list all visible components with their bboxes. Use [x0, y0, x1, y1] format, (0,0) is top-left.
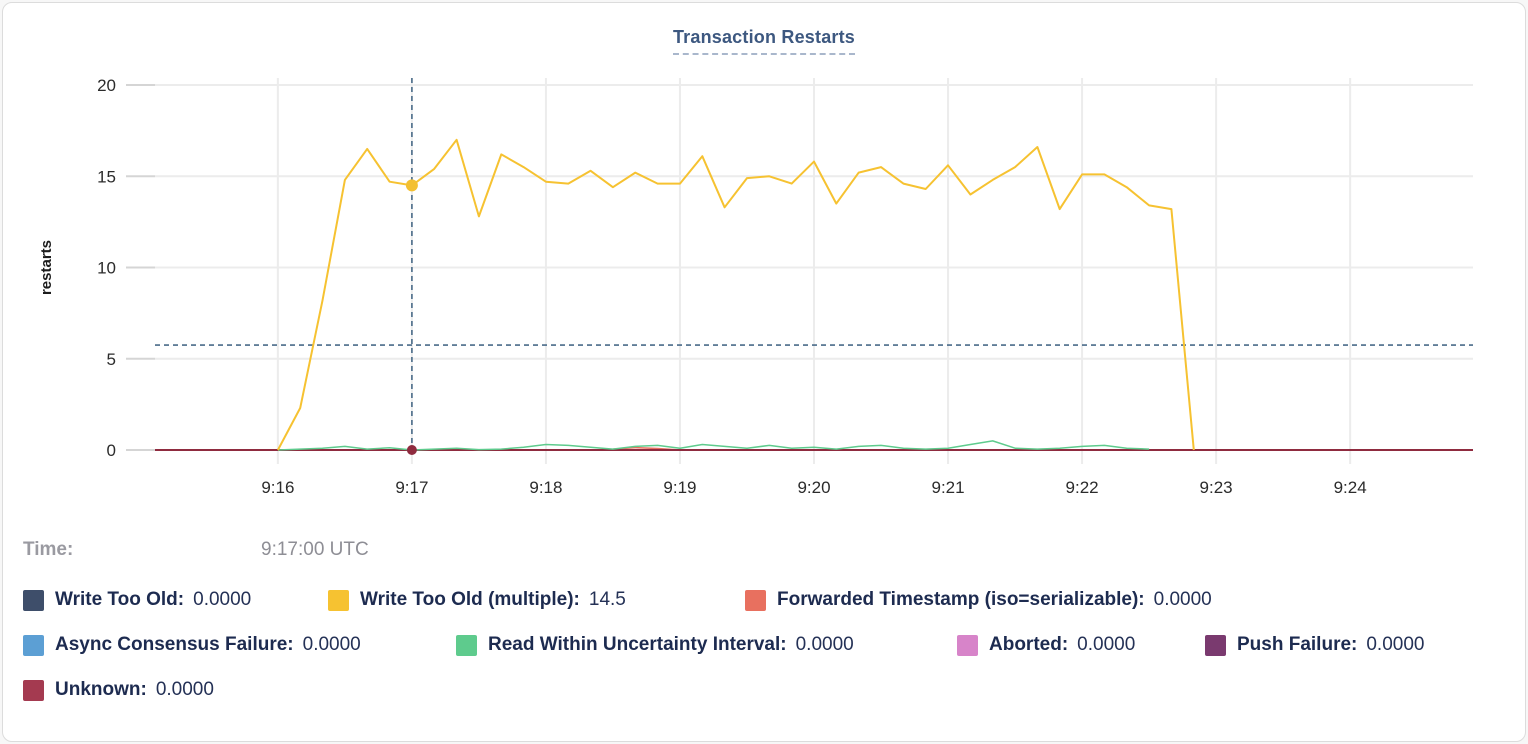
- y-tick-label: 10: [97, 259, 116, 278]
- legend-item-write-too-old-multiple-: Write Too Old (multiple): 14.5: [328, 589, 745, 611]
- series-line-write-too-old-multiple-: [277, 138, 1195, 451]
- legend-color-swatch: [23, 679, 44, 701]
- legend-series-name: Read Within Uncertainty Interval:: [488, 634, 787, 655]
- legend-series-value: 0.0000: [1077, 634, 1136, 655]
- x-tick-label: 9:24: [1334, 478, 1367, 497]
- legend-series-name: Push Failure:: [1237, 634, 1358, 655]
- legend-item-unknown: Unknown: 0.0000: [23, 679, 214, 701]
- legend-color-swatch: [328, 589, 349, 611]
- legend-item-write-too-old: Write Too Old: 0.0000: [23, 589, 328, 611]
- y-axis-label: restarts: [38, 240, 55, 295]
- legend-item-push-failure: Push Failure: 0.0000: [1205, 634, 1424, 656]
- legend-series-name: Aborted:: [989, 634, 1069, 655]
- legend-series-value: 0.0000: [795, 634, 854, 655]
- legend-series-name: Unknown:: [55, 679, 147, 700]
- x-tick-label: 9:21: [931, 478, 964, 497]
- transaction-restarts-plot[interactable]: 0 5 10 15 20 9:16 9:17 9:18 9:19 9:20 9:21 9:22 9:23…: [3, 3, 1526, 515]
- time-value: 9:17:00 UTC: [261, 539, 369, 560]
- y-tick-label: 5: [107, 350, 116, 369]
- legend-row: Unknown: 0.0000: [23, 677, 214, 703]
- x-tick-label: 9:19: [663, 478, 696, 497]
- legend-series-name: Forwarded Timestamp (iso=serializable):: [777, 589, 1145, 610]
- x-tick-label: 9:18: [529, 478, 562, 497]
- chart-title[interactable]: Transaction Restarts: [672, 27, 856, 55]
- legend-item-async-consensus-failure: Async Consensus Failure: 0.0000: [23, 634, 456, 656]
- hover-marker-dot: [406, 445, 417, 455]
- x-tick-label: 9:22: [1066, 478, 1099, 497]
- legend-color-swatch: [456, 634, 477, 656]
- legend-series-value: 0.0000: [1366, 634, 1425, 655]
- x-tick-label: 9:17: [395, 478, 428, 497]
- legend-series-name: Write Too Old:: [55, 589, 185, 610]
- hover-marker-dot: [405, 179, 418, 192]
- y-tick-label: 0: [107, 441, 116, 460]
- y-tick-label: 20: [97, 76, 116, 95]
- legend-series-name: Async Consensus Failure:: [55, 634, 294, 655]
- legend-item-read-within-uncertainty-interval: Read Within Uncertainty Interval: 0.0000: [456, 634, 957, 656]
- legend-row: Write Too Old: 0.0000 Write Too Old (multi…: [23, 587, 1212, 613]
- x-tick-label: 9:23: [1200, 478, 1233, 497]
- y-tick-label: 15: [97, 167, 116, 186]
- legend-item-forwarded-timestamp-iso-serializable-: Forwarded Timestamp (iso=serializable): 0…: [745, 589, 1212, 611]
- legend-series-value: 0.0000: [155, 679, 214, 700]
- hover-time-row: Time: 9:17:00 UTC: [23, 539, 1503, 561]
- series-line-read-within-uncertainty-interval: [277, 440, 1150, 451]
- time-label: Time:: [23, 539, 74, 560]
- legend-series-value: 0.0000: [1153, 589, 1212, 610]
- chart-title-row: Transaction Restarts: [3, 27, 1525, 55]
- legend-series-value: 0.0000: [193, 589, 252, 610]
- x-tick-label: 9:20: [797, 478, 830, 497]
- legend-series-value: 14.5: [588, 589, 626, 610]
- legend-series-name: Write Too Old (multiple):: [360, 589, 580, 610]
- legend-color-swatch: [957, 634, 978, 656]
- legend-row: Async Consensus Failure: 0.0000 Read Withi…: [23, 632, 1424, 658]
- legend-color-swatch: [745, 589, 766, 611]
- legend-item-aborted: Aborted: 0.0000: [957, 634, 1205, 656]
- legend-color-swatch: [1205, 634, 1226, 656]
- legend-color-swatch: [23, 589, 44, 611]
- legend-series-value: 0.0000: [302, 634, 361, 655]
- x-tick-label: 9:16: [261, 478, 294, 497]
- legend-color-swatch: [23, 634, 44, 656]
